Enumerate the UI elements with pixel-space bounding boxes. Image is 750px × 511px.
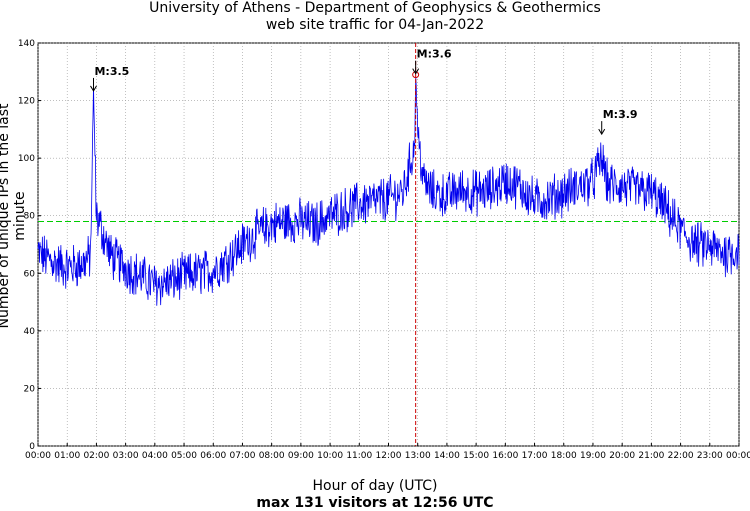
x-tick-label: 00:00 [726,451,750,461]
x-tick-label: 20:00 [609,451,635,461]
y-tick-label: 80 [24,212,36,222]
annotation-label: M:3.9 [603,108,638,121]
annotation-arrowhead [90,85,97,92]
x-axis-label: Hour of day (UTC) [312,478,438,494]
x-tick-label: 10:00 [317,451,343,461]
x-tick-label: 23:00 [697,451,723,461]
x-tick-label: 02:00 [83,451,109,461]
chart-subtitle: web site traffic for 04-Jan-2022 [265,17,485,33]
x-tick-label: 06:00 [200,451,226,461]
annotation-label: M:3.5 [94,65,129,78]
annotation-arrowhead [412,68,420,75]
x-tick-label: 19:00 [580,451,606,461]
x-tick-label: 05:00 [171,451,197,461]
x-tick-label: 18:00 [551,451,577,461]
x-tick-label: 13:00 [405,451,431,461]
y-tick-label: 100 [18,154,35,164]
traffic-series-line [37,77,740,306]
x-tick-label: 15:00 [463,451,489,461]
max-visitors-note: max 131 visitors at 12:56 UTC [256,495,494,511]
y-tick-label: 140 [18,39,35,49]
y-tick-label: 60 [24,269,36,279]
x-tick-label: 07:00 [229,451,255,461]
y-tick-label: 40 [24,327,36,337]
chart-title: University of Athens - Department of Geo… [149,0,601,16]
y-tick-label: 20 [24,384,36,394]
x-tick-label: 12:00 [376,451,402,461]
x-tick-label: 09:00 [288,451,314,461]
x-tick-label: 08:00 [259,451,285,461]
x-tick-label: 03:00 [113,451,139,461]
x-tick-label: 11:00 [346,451,372,461]
x-tick-label: 22:00 [668,451,694,461]
x-tick-label: 16:00 [492,451,518,461]
x-tick-label: 21:00 [638,451,664,461]
x-tick-label: 17:00 [522,451,548,461]
x-tick-label: 01:00 [54,451,80,461]
x-tick-label: 14:00 [434,451,460,461]
y-tick-label: 0 [29,442,35,452]
annotation-arrowhead [598,128,606,136]
annotation-label: M:3.6 [417,48,452,61]
x-tick-label: 00:00 [25,451,51,461]
x-tick-label: 04:00 [142,451,168,461]
y-tick-label: 120 [18,97,35,107]
